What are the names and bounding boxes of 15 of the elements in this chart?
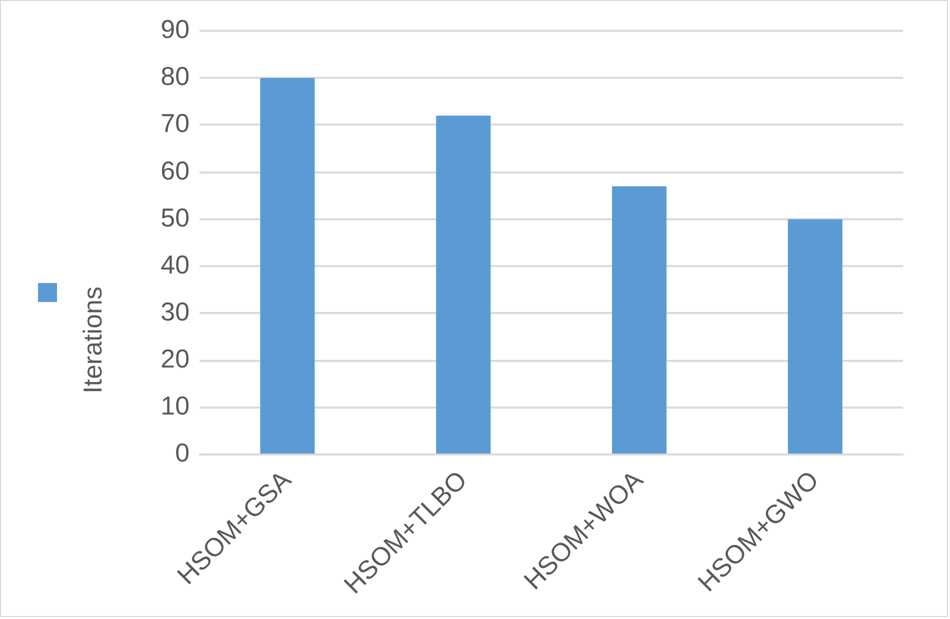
y-tick-label: 20 — [160, 346, 190, 374]
y-tick-label: 80 — [160, 63, 190, 92]
y-tick-label: 60 — [160, 157, 190, 186]
text: Iterations — [78, 286, 108, 394]
y-tick-label: 30 — [160, 298, 190, 326]
bar — [436, 116, 491, 454]
y-tick-label: 50 — [160, 204, 190, 232]
y-tick-label: 90 — [160, 16, 190, 44]
y-tick-label: 40 — [160, 251, 190, 280]
y-tick-label: 0 — [175, 440, 190, 468]
y-tick-label: 10 — [160, 392, 190, 421]
y-tick-label: 70 — [160, 110, 190, 138]
bar — [788, 219, 842, 454]
bar — [260, 78, 315, 454]
bar — [612, 186, 667, 454]
